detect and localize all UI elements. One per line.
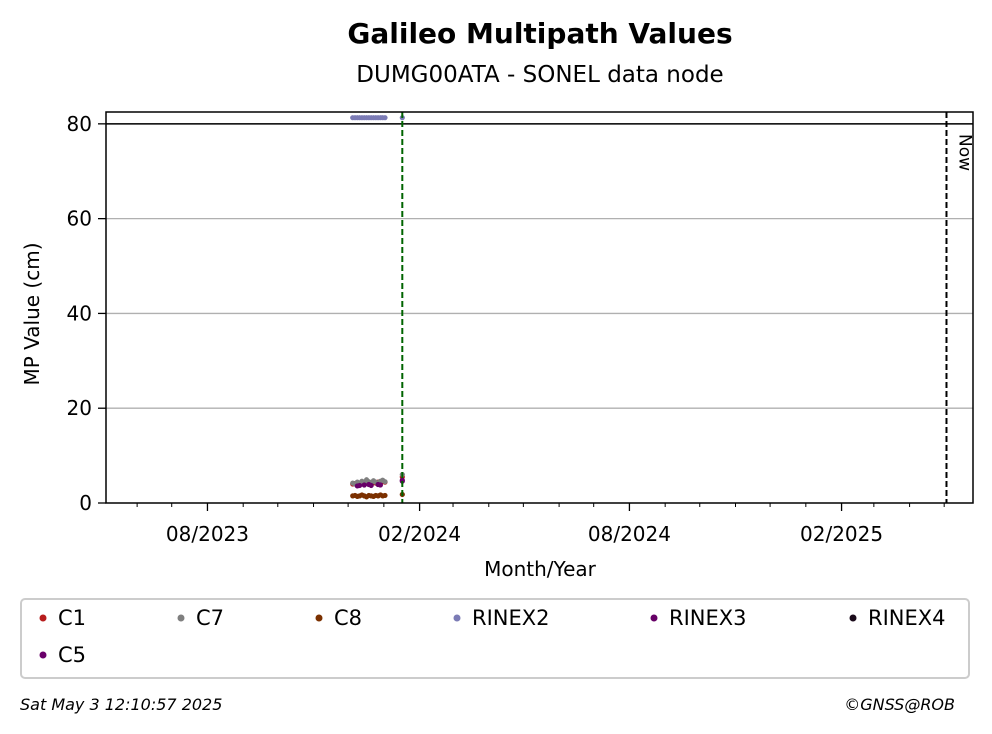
legend-marker-c8 — [315, 614, 323, 622]
footer-timestamp: Sat May 3 12:10:57 2025 — [20, 695, 222, 714]
footer-credit: ©GNSS@ROB — [844, 695, 955, 714]
legend-label-c7: C7 — [196, 606, 224, 630]
x-tick-label: 08/2024 — [588, 522, 671, 546]
legend-label-rinex2: RINEX2 — [472, 606, 550, 630]
x-tick-label: 08/2023 — [166, 522, 249, 546]
legend-marker-rinex4 — [849, 614, 857, 622]
vline-label-now: Now — [954, 134, 974, 171]
point-c8 — [382, 492, 388, 499]
legend-marker-c5 — [39, 651, 47, 659]
chart-title: Galileo Multipath Values — [347, 17, 732, 50]
y-tick-label: 80 — [67, 112, 92, 136]
point-c5 — [377, 482, 383, 488]
plot-frame — [105, 111, 974, 504]
legend-box — [20, 598, 970, 679]
x-tick-label: 02/2024 — [378, 522, 461, 546]
y-tick-label: 20 — [67, 396, 92, 420]
legend-label-c5: C5 — [58, 643, 86, 667]
point-rinex2 — [382, 115, 388, 121]
y-tick-label: 60 — [67, 207, 92, 231]
x-axis-label: Month/Year — [484, 557, 597, 581]
legend-label-rinex4: RINEX4 — [868, 606, 946, 630]
vertical-markers: Now — [401, 112, 974, 503]
legend: C1 C7 C8 RINEX2 RINEX3 RINEX4 C5 — [39, 606, 946, 667]
y-tick-label: 0 — [79, 491, 92, 515]
y-tick-label: 40 — [67, 301, 92, 325]
legend-marker-c1 — [39, 614, 47, 622]
data-points — [350, 115, 405, 500]
legend-marker-c7 — [177, 614, 185, 622]
point-rinex3 — [361, 482, 367, 488]
legend-marker-rinex2 — [453, 614, 461, 622]
legend-marker-rinex3 — [650, 614, 658, 622]
point-c5 — [357, 482, 363, 489]
point-c7 — [382, 479, 388, 485]
point-c5 — [366, 481, 372, 488]
legend-label-c8: C8 — [334, 606, 362, 630]
chart-subtitle: DUMG00ATA - SONEL data node — [356, 62, 723, 88]
y-axis-label: MP Value (cm) — [20, 242, 44, 385]
y-axis-ticks: 0 20 40 60 80 — [67, 112, 106, 515]
legend-label-rinex3: RINEX3 — [669, 606, 747, 630]
x-axis-ticks: 08/2023 02/2024 08/2024 02/2025 — [136, 503, 945, 546]
x-tick-label: 02/2025 — [800, 522, 883, 546]
grid-lines — [106, 123, 973, 409]
legend-label-c1: C1 — [58, 606, 86, 630]
